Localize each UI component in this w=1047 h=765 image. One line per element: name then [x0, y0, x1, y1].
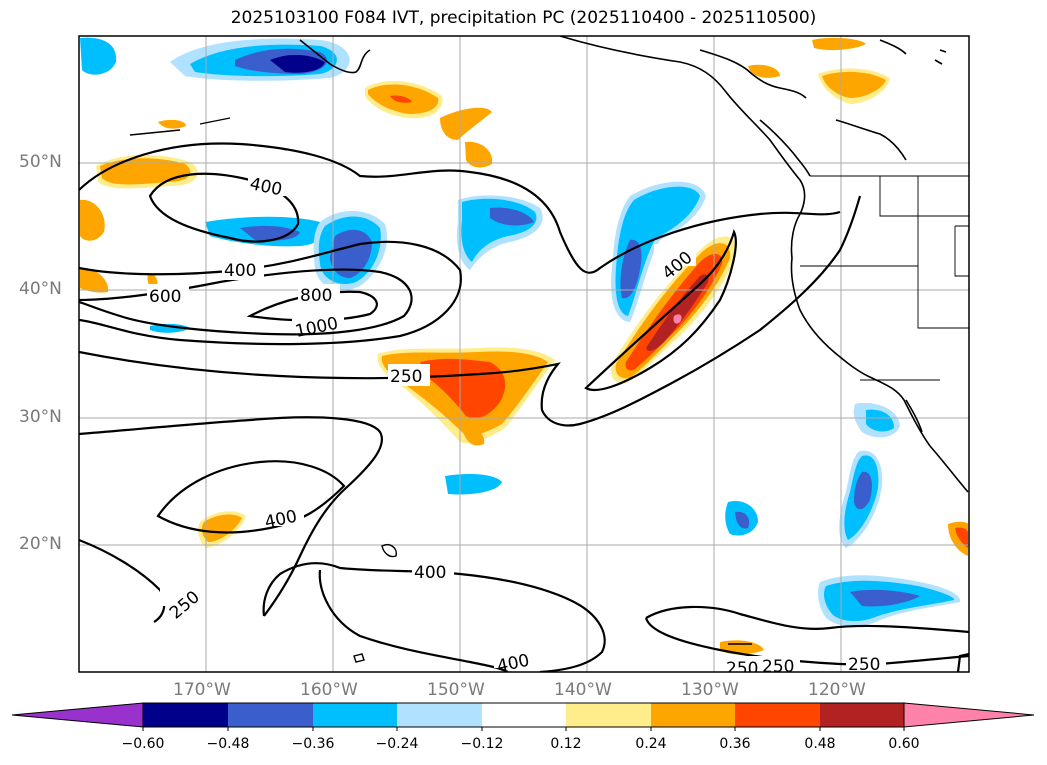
colorbar-tick: 0.24 [635, 736, 667, 752]
lat-label-20n: 20°N [19, 534, 62, 554]
lon-label-170w: 170°W [173, 680, 231, 700]
islands [129, 117, 752, 663]
colorbar-extend-low [11, 702, 144, 728]
contour-label: 250 [726, 659, 758, 679]
lon-label-160w: 160°W [300, 680, 358, 700]
map-frame [78, 35, 970, 673]
lat-label-30n: 30°N [19, 407, 62, 427]
colorbar-tick: −0.24 [375, 736, 419, 752]
lon-label-130w: 130°W [681, 680, 739, 700]
lon-label-150w: 150°W [427, 680, 485, 700]
contour-label: 400 [414, 563, 446, 583]
colorbar [11, 702, 1035, 731]
contour-label: 600 [149, 287, 181, 307]
state-borders [800, 175, 969, 381]
contour-label: 400 [224, 261, 256, 281]
gridlines [79, 36, 969, 672]
colorbar-tick: 0.12 [550, 736, 582, 752]
colorbar-tick: 0.48 [804, 736, 836, 752]
ivt-contours [79, 142, 969, 672]
lat-label-40n: 40°N [19, 279, 62, 299]
colorbar-tick: −0.48 [206, 736, 250, 752]
colorbar-tick: 0.36 [719, 736, 751, 752]
colorbar-tick: −0.36 [291, 736, 335, 752]
lat-label-50n: 50°N [19, 152, 62, 172]
contour-labels: 400 400 600 800 1000 250 400 400 250 400… [147, 174, 886, 679]
contour-label: 250 [848, 655, 880, 675]
lon-label-120w: 120°W [808, 680, 866, 700]
colorbar-extend-high [903, 702, 1035, 728]
map-title: 2025103100 F084 IVT, precipitation PC (2… [230, 8, 817, 28]
contour-label: 400 [495, 651, 531, 677]
contour-label: 800 [300, 286, 332, 306]
coastlines [299, 36, 969, 493]
contour-label: 250 [762, 657, 794, 677]
colorbar-tick: −0.12 [460, 736, 504, 752]
colorbar-tick: −0.60 [121, 736, 165, 752]
lon-label-140w: 140°W [554, 680, 612, 700]
precip-anomaly-fill [80, 37, 968, 655]
contour-label: 250 [390, 367, 422, 387]
colorbar-tick: 0.60 [888, 736, 920, 752]
